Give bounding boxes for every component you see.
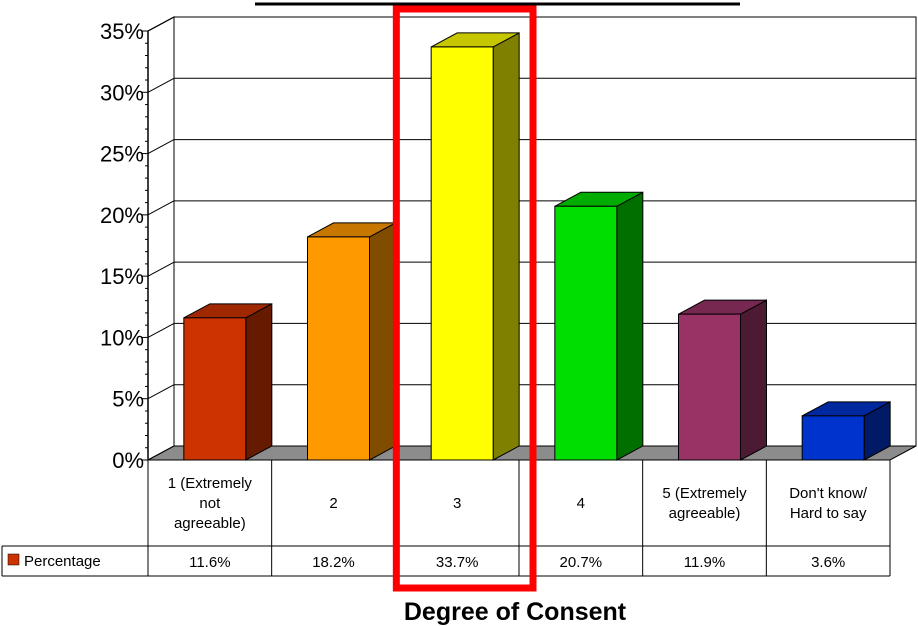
side-wall	[147, 16, 175, 461]
y-tick-label: 20%	[100, 203, 144, 228]
bars	[183, 32, 891, 461]
data-label: 33.7%	[436, 554, 479, 571]
bar-front	[801, 415, 865, 461]
bar-front	[430, 46, 494, 461]
bar	[801, 401, 891, 461]
category-label: not	[199, 495, 221, 512]
y-tick-label: 15%	[100, 264, 144, 289]
y-tick-label: 0%	[112, 448, 144, 473]
category-label: 2	[329, 495, 337, 512]
bar-front	[307, 236, 370, 461]
category-label: 1 (Extremely	[168, 475, 253, 492]
bar-side	[740, 299, 767, 461]
y-tick-label: 35%	[100, 19, 144, 44]
gridline-side	[147, 261, 175, 277]
y-tick-label: 10%	[100, 325, 144, 350]
bar-side	[369, 222, 396, 461]
y-tick-label: 5%	[112, 387, 144, 412]
category-label: 3	[453, 495, 461, 512]
legend-series-name: Percentage	[24, 553, 101, 570]
bar-front	[554, 205, 618, 461]
legend-key	[7, 553, 20, 566]
data-label: 20.7%	[560, 554, 603, 571]
gridline-side	[147, 322, 175, 338]
gridline-side	[147, 16, 175, 32]
y-tick-label: 25%	[100, 142, 144, 167]
bar	[183, 302, 273, 461]
category-label: 4	[577, 495, 585, 512]
y-axis: 0% 5% 10% 15% 20% 25% 30% 35%	[100, 19, 149, 473]
back-wall	[173, 16, 917, 447]
bar-side	[245, 302, 273, 461]
category-label: 5 (Extremely	[662, 485, 747, 502]
bar	[678, 299, 767, 461]
highlight-overlay	[392, 5, 537, 592]
bar-front	[678, 313, 741, 461]
data-label: 11.9%	[684, 554, 725, 571]
bar-side	[492, 32, 520, 461]
data-table: Percentage 1 (Extremely not agreeable) 11.6%…	[1, 459, 891, 577]
bar-front	[183, 317, 247, 461]
gridline-side	[147, 139, 175, 155]
bar	[307, 222, 396, 461]
bar	[554, 191, 644, 461]
category-label: agreeable)	[174, 515, 246, 532]
gridline-side	[147, 200, 175, 216]
category-label: Hard to say	[790, 505, 867, 522]
category-label: agreeable)	[669, 505, 741, 522]
gridlines	[147, 16, 916, 400]
data-label: 11.6%	[189, 554, 230, 571]
bar-side	[616, 191, 644, 461]
y-tick-label: 30%	[100, 80, 144, 105]
data-label: 18.2%	[312, 554, 355, 571]
highlight-box	[392, 5, 537, 592]
gridline-side	[147, 77, 175, 93]
bar	[430, 32, 520, 461]
category-label: Don't know/	[789, 485, 868, 502]
data-label: 3.6%	[811, 554, 845, 571]
gridline-side	[147, 384, 175, 400]
x-axis-title: Degree of Consent	[404, 598, 627, 626]
